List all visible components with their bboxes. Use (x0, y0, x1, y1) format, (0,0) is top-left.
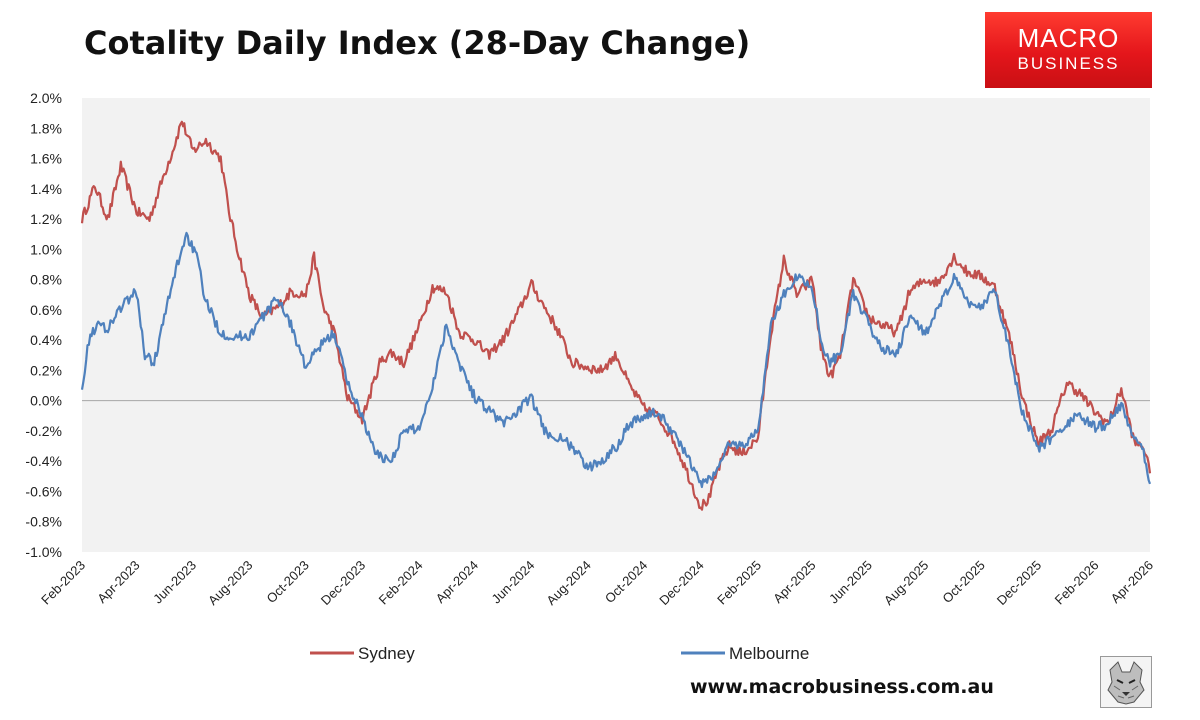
chart-title: Cotality Daily Index (28-Day Change) (84, 24, 751, 62)
y-tick-label: 0.0% (30, 393, 62, 409)
macrobusiness-logo: MACRO BUSINESS (985, 12, 1152, 88)
x-tick-label: Apr-2024 (433, 558, 481, 606)
y-tick-label: 1.2% (30, 211, 62, 227)
y-tick-label: 0.6% (30, 302, 62, 318)
x-tick-label: Oct-2024 (602, 558, 650, 606)
y-tick-label: -0.4% (25, 453, 62, 469)
plot-area (82, 98, 1150, 552)
y-tick-label: -0.8% (25, 514, 62, 530)
x-tick-label: Apr-2023 (94, 558, 142, 606)
x-tick-label: Feb-2023 (38, 558, 88, 608)
x-tick-label: Apr-2026 (1108, 558, 1156, 606)
y-tick-label: 0.4% (30, 332, 62, 348)
x-tick-label: Jun-2024 (489, 558, 538, 607)
x-tick-label: Aug-2025 (881, 558, 931, 608)
y-tick-label: 1.6% (30, 151, 62, 167)
x-tick-label: Jun-2023 (150, 558, 199, 607)
wolf-logo-icon (1100, 656, 1152, 708)
y-tick-label: 2.0% (30, 90, 62, 106)
y-tick-label: 1.0% (30, 241, 62, 257)
x-tick-label: Aug-2024 (543, 558, 593, 608)
legend: Sydney Melbourne (310, 644, 809, 663)
series-line-sydney (80, 120, 1152, 511)
y-tick-label: -1.0% (25, 544, 62, 560)
logo-line-1: MACRO (1017, 23, 1120, 53)
y-tick-label: -0.6% (25, 483, 62, 499)
legend-label-sydney: Sydney (358, 644, 415, 663)
x-tick-label: Jun-2025 (826, 558, 875, 607)
x-tick-label: Apr-2025 (770, 558, 818, 606)
x-tick-label: Dec-2025 (994, 558, 1044, 608)
y-tick-label: 1.4% (30, 181, 62, 197)
x-tick-label: Feb-2025 (714, 558, 764, 608)
series-line-melbourne (80, 231, 1152, 489)
x-tick-label: Feb-2024 (376, 558, 426, 608)
legend-label-melbourne: Melbourne (729, 644, 809, 663)
series-layer (80, 120, 1152, 511)
y-tick-label: 0.8% (30, 272, 62, 288)
x-tick-label: Oct-2023 (263, 558, 311, 606)
website-url: www.macrobusiness.com.au (690, 676, 994, 698)
x-tick-label: Dec-2024 (656, 558, 706, 608)
y-axis: -1.0% -0.8% -0.6% -0.4% -0.2% 0.0% 0.2% 0.4% 0.6… (25, 90, 62, 560)
x-axis: Feb-2023 Apr-2023 Jun-2023 Aug-2023 Oct-2023… (38, 558, 1156, 608)
x-tick-label: Dec-2023 (318, 558, 368, 608)
y-tick-label: -0.2% (25, 423, 62, 439)
x-tick-label: Oct-2025 (939, 558, 987, 606)
x-tick-label: Feb-2026 (1052, 558, 1102, 608)
x-tick-label: Aug-2023 (205, 558, 255, 608)
y-tick-label: 0.2% (30, 362, 62, 378)
logo-line-2: BUSINESS (1017, 54, 1120, 73)
y-tick-label: 1.8% (30, 120, 62, 136)
